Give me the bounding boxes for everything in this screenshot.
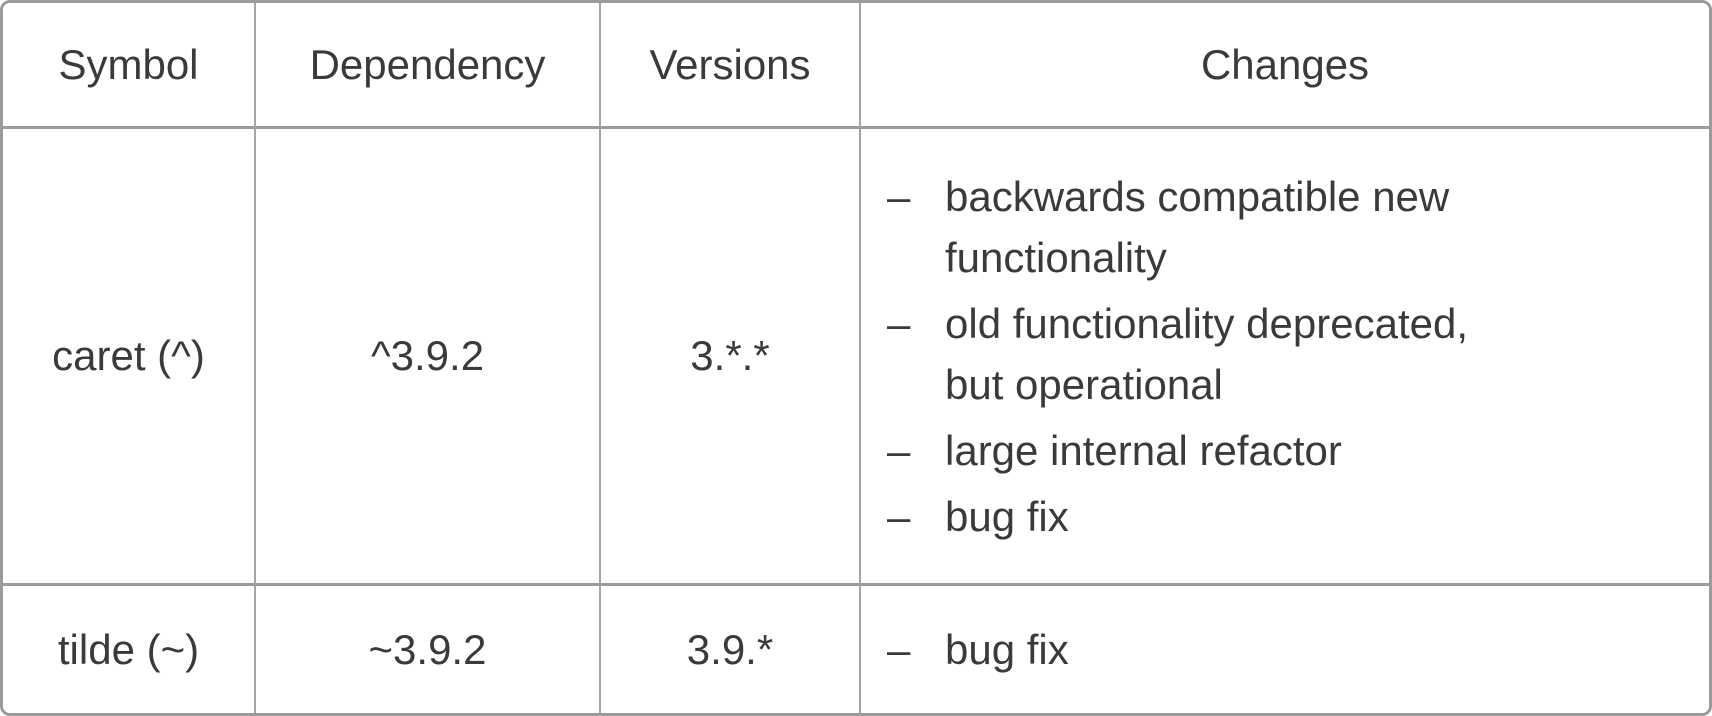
cell-changes-tilde: – bug fix (861, 586, 1709, 713)
list-item-text: bug fix (945, 492, 1069, 540)
cell-dependency-caret: ^3.9.2 (256, 129, 601, 586)
column-header-dependency: Dependency (256, 3, 601, 129)
list-item: – large internal refactor (887, 420, 1495, 481)
list-item-text: old functionality deprecated, but operat… (945, 299, 1469, 408)
column-header-symbol: Symbol (3, 3, 256, 129)
list-item: – backwards compatible new functionality (887, 166, 1495, 288)
cell-dependency-tilde: ~3.9.2 (256, 586, 601, 713)
dash-bullet: – (887, 172, 911, 220)
column-header-versions: Versions (601, 3, 861, 129)
column-header-changes: Changes (861, 3, 1709, 129)
list-item: – bug fix (887, 619, 1069, 680)
dash-bullet: – (887, 299, 911, 347)
cell-changes-caret: – backwards compatible new functionality… (861, 129, 1709, 586)
list-item: – old functionality deprecated, but oper… (887, 293, 1495, 415)
cell-versions-caret: 3.*.* (601, 129, 861, 586)
list-item-text: backwards compatible new functionality (945, 172, 1450, 281)
cell-versions-tilde: 3.9.* (601, 586, 861, 713)
list-item: – bug fix (887, 486, 1495, 547)
changes-list: – bug fix (887, 614, 1069, 685)
list-item-text: bug fix (945, 626, 1069, 673)
dash-bullet: – (887, 492, 911, 540)
dash-bullet: – (887, 426, 911, 474)
changes-list: – backwards compatible new functionality… (887, 161, 1495, 552)
dash-bullet: – (887, 626, 911, 673)
cell-symbol-tilde: tilde (~) (3, 586, 256, 713)
cell-symbol-caret: caret (^) (3, 129, 256, 586)
list-item-text: large internal refactor (945, 426, 1342, 474)
